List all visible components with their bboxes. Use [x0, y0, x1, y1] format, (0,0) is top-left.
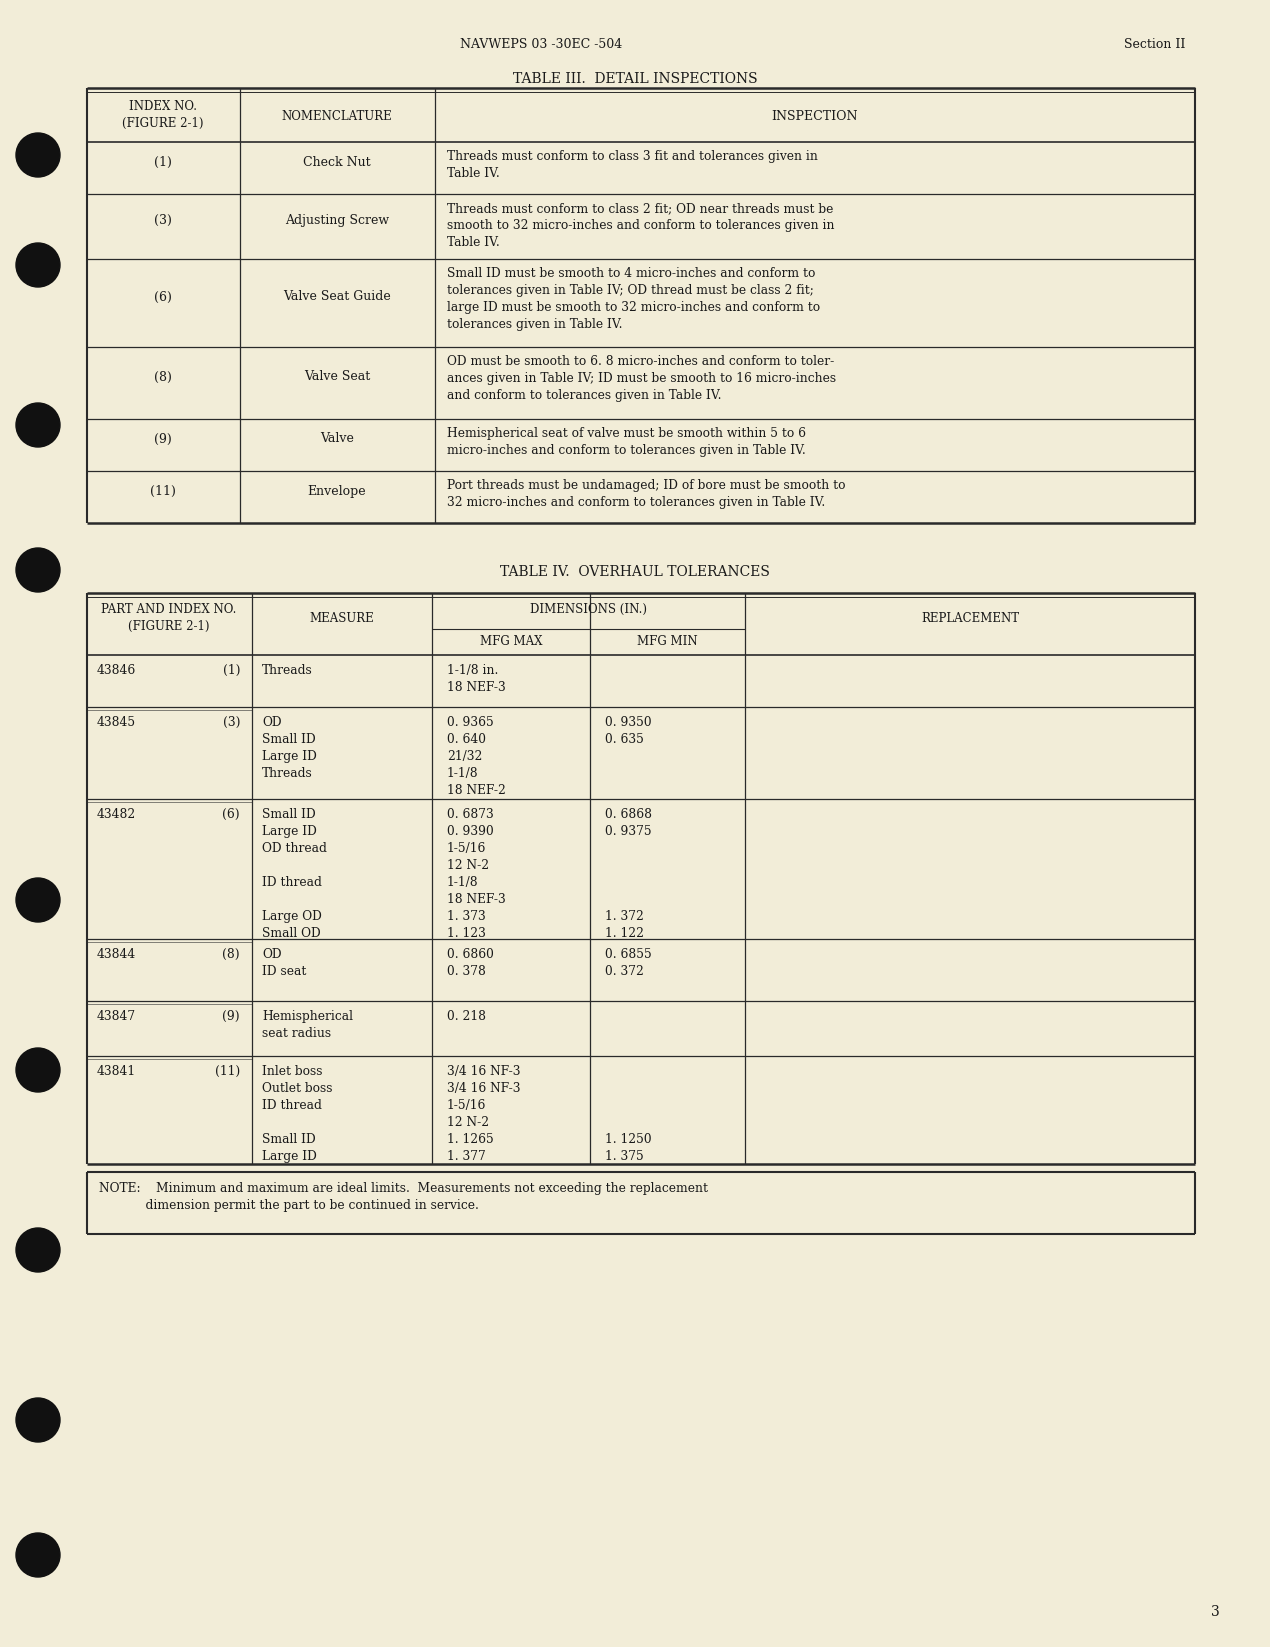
Text: 0. 9350
0. 635: 0. 9350 0. 635 — [605, 716, 652, 746]
Text: OD
ID seat: OD ID seat — [262, 949, 306, 978]
Text: TABLE III.  DETAIL INSPECTIONS: TABLE III. DETAIL INSPECTIONS — [513, 72, 757, 86]
Text: (1): (1) — [222, 664, 240, 677]
Text: PART AND INDEX NO.
(FIGURE 2-1): PART AND INDEX NO. (FIGURE 2-1) — [102, 603, 236, 632]
Text: MEASURE: MEASURE — [310, 613, 375, 626]
Text: DIMENSIONS (IN.): DIMENSIONS (IN.) — [530, 603, 646, 616]
Text: NOTE:    Minimum and maximum are ideal limits.  Measurements not exceeding the r: NOTE: Minimum and maximum are ideal limi… — [99, 1183, 707, 1212]
Text: Small ID must be smooth to 4 micro-inches and conform to
tolerances given in Tab: Small ID must be smooth to 4 micro-inche… — [447, 267, 820, 331]
Text: (1): (1) — [154, 155, 171, 168]
Text: Valve Seat: Valve Seat — [304, 371, 370, 384]
Text: 43844: 43844 — [97, 949, 136, 960]
Text: Valve: Valve — [320, 433, 354, 445]
Text: NOMENCLATURE: NOMENCLATURE — [282, 110, 392, 124]
Text: (3): (3) — [222, 716, 240, 730]
Text: 0. 6868
0. 9375




1. 372
1. 122: 0. 6868 0. 9375 1. 372 1. 122 — [605, 809, 652, 940]
Text: 1-1/8 in.
18 NEF-3: 1-1/8 in. 18 NEF-3 — [447, 664, 505, 693]
Text: Threads must conform to class 3 fit and tolerances given in
Table IV.: Threads must conform to class 3 fit and … — [447, 150, 818, 180]
Text: Threads: Threads — [262, 664, 312, 677]
Text: Inlet boss
Outlet boss
ID thread

Small ID
Large ID: Inlet boss Outlet boss ID thread Small I… — [262, 1066, 333, 1163]
Text: NAVWEPS 03 -30EC -504: NAVWEPS 03 -30EC -504 — [460, 38, 622, 51]
Text: 0. 9365
0. 640
21/32
1-1/8
18 NEF-2: 0. 9365 0. 640 21/32 1-1/8 18 NEF-2 — [447, 716, 505, 797]
Text: (11): (11) — [150, 484, 177, 497]
Text: Valve Seat Guide: Valve Seat Guide — [283, 290, 391, 303]
Text: MFG MIN: MFG MIN — [636, 636, 697, 647]
Text: REPLACEMENT: REPLACEMENT — [921, 613, 1019, 626]
Text: 0. 218: 0. 218 — [447, 1010, 486, 1023]
Text: 0. 6860
0. 378: 0. 6860 0. 378 — [447, 949, 494, 978]
Text: TABLE IV.  OVERHAUL TOLERANCES: TABLE IV. OVERHAUL TOLERANCES — [500, 565, 770, 580]
Text: 43841: 43841 — [97, 1066, 136, 1079]
Text: 0. 6855
0. 372: 0. 6855 0. 372 — [605, 949, 652, 978]
Text: (3): (3) — [154, 214, 171, 227]
Text: (9): (9) — [222, 1010, 240, 1023]
Circle shape — [17, 1229, 60, 1271]
Text: 3: 3 — [1212, 1604, 1220, 1619]
Text: (8): (8) — [222, 949, 240, 960]
Text: Section II: Section II — [1124, 38, 1185, 51]
Text: Small ID
Large ID
OD thread

ID thread

Large OD
Small OD: Small ID Large ID OD thread ID thread La… — [262, 809, 326, 940]
Text: 1. 1250
1. 375: 1. 1250 1. 375 — [605, 1066, 652, 1163]
Text: Threads must conform to class 2 fit; OD near threads must be
smooth to 32 micro-: Threads must conform to class 2 fit; OD … — [447, 203, 834, 249]
Circle shape — [17, 1533, 60, 1576]
Text: 0. 6873
0. 9390
1-5/16
12 N-2
1-1/8
18 NEF-3
1. 373
1. 123: 0. 6873 0. 9390 1-5/16 12 N-2 1-1/8 18 N… — [447, 809, 505, 940]
Text: (8): (8) — [154, 371, 171, 384]
Text: OD must be smooth to 6. 8 micro-inches and conform to toler-
ances given in Tabl: OD must be smooth to 6. 8 micro-inches a… — [447, 356, 836, 402]
Text: 43845: 43845 — [97, 716, 136, 730]
Text: (9): (9) — [154, 433, 171, 445]
Circle shape — [17, 404, 60, 446]
Text: Envelope: Envelope — [307, 484, 366, 497]
Text: Hemispherical
seat radius: Hemispherical seat radius — [262, 1010, 353, 1039]
Circle shape — [17, 1398, 60, 1443]
Circle shape — [17, 1047, 60, 1092]
Text: (6): (6) — [222, 809, 240, 820]
Text: 43846: 43846 — [97, 664, 136, 677]
Text: MFG MAX: MFG MAX — [480, 636, 542, 647]
Text: Hemispherical seat of valve must be smooth within 5 to 6
micro-inches and confor: Hemispherical seat of valve must be smoo… — [447, 427, 806, 456]
Text: 3/4 16 NF-3
3/4 16 NF-3
1-5/16
12 N-2
1. 1265
1. 377: 3/4 16 NF-3 3/4 16 NF-3 1-5/16 12 N-2 1.… — [447, 1066, 521, 1163]
Text: Port threads must be undamaged; ID of bore must be smooth to
32 micro-inches and: Port threads must be undamaged; ID of bo… — [447, 479, 846, 509]
Circle shape — [17, 244, 60, 287]
Text: Adjusting Screw: Adjusting Screw — [284, 214, 389, 227]
Circle shape — [17, 133, 60, 176]
Text: (6): (6) — [154, 290, 171, 303]
Circle shape — [17, 878, 60, 922]
Text: Check Nut: Check Nut — [304, 155, 371, 168]
Text: 43847: 43847 — [97, 1010, 136, 1023]
Text: 43482: 43482 — [97, 809, 136, 820]
Text: OD
Small ID
Large ID
Threads: OD Small ID Large ID Threads — [262, 716, 318, 781]
Circle shape — [17, 548, 60, 591]
Text: INDEX NO.
(FIGURE 2-1): INDEX NO. (FIGURE 2-1) — [122, 100, 203, 130]
Text: INSPECTION: INSPECTION — [772, 110, 859, 124]
Text: (11): (11) — [215, 1066, 240, 1079]
